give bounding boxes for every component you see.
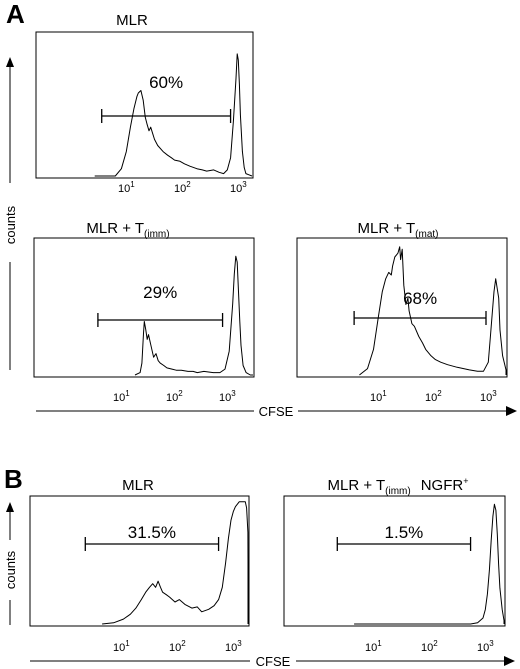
panel-letter-a: A [6,0,25,29]
x-ticks: 101 102 103 [113,639,242,654]
counts-axis-a: counts [3,57,18,370]
plot-frame [35,31,254,179]
gate-percentage: 68% [403,289,437,308]
histogram-a-mlr: MLR 60% 101 102 103 [35,12,254,195]
plot-frame [296,237,508,378]
x-ticks: 101 102 103 [370,389,497,404]
x-tick-label: 103 [480,389,497,404]
gate-percentage: 60% [149,73,183,92]
plot-frame [283,495,506,627]
x-tick-label: 103 [219,389,236,404]
x-tick-label: 101 [118,180,135,195]
x-tick-label: 102 [166,389,183,404]
histogram-b-mlr: MLR 31.5% 101 102 103 [29,477,250,654]
x-tick-label: 101 [113,389,130,404]
panel-letter-b: B [4,464,23,494]
histogram-title: MLR + T(imm) [86,220,169,240]
counts-label-a: counts [3,205,18,244]
x-tick-label: 101 [113,639,130,654]
x-tick-label: 103 [477,639,494,654]
cfse-label-a: CFSE [259,404,294,419]
histogram-title: MLR [116,12,148,29]
x-tick-label: 103 [230,180,247,195]
histogram-trace [94,53,253,177]
x-ticks: 101 102 103 [118,180,247,195]
gate-percentage: 29% [143,283,177,302]
x-tick-label: 101 [370,389,387,404]
histogram-trace [354,503,505,625]
cfse-axis-b: CFSE [30,654,515,669]
gate-percentage: 1.5% [385,523,424,542]
histogram-b-mlr-t-imm-ngfr: MLR + T(imm) NGFR+ 1.5% 101 102 103 [283,476,506,654]
x-tick-label: 103 [225,639,242,654]
plot-frame [33,237,255,378]
histogram-title: MLR [122,477,154,494]
x-tick-label: 102 [174,180,191,195]
histogram-a-mlr-t-imm: MLR + T(imm) 29% 101 102 103 [33,220,255,404]
plot-frame [29,495,250,627]
histogram-trace [134,255,253,376]
histogram-trace [102,501,249,625]
counts-axis-b: counts [3,502,18,625]
x-tick-label: 101 [365,639,382,654]
histogram-title: MLR + T(imm) NGFR+ [328,476,469,497]
histogram-title: MLR + T(mat) [358,220,439,240]
gate-percentage: 31.5% [128,523,176,542]
histogram-a-mlr-t-mat: MLR + T(mat) 68% 101 102 103 [296,220,508,404]
histogram-trace [359,246,507,376]
x-ticks: 101 102 103 [113,389,236,404]
x-ticks: 101 102 103 [365,639,494,654]
x-tick-label: 102 [169,639,186,654]
cfse-label-b: CFSE [256,654,291,669]
x-tick-label: 102 [421,639,438,654]
cfse-axis-a: CFSE [36,404,517,419]
x-tick-label: 102 [425,389,442,404]
counts-label-b: counts [3,550,18,589]
